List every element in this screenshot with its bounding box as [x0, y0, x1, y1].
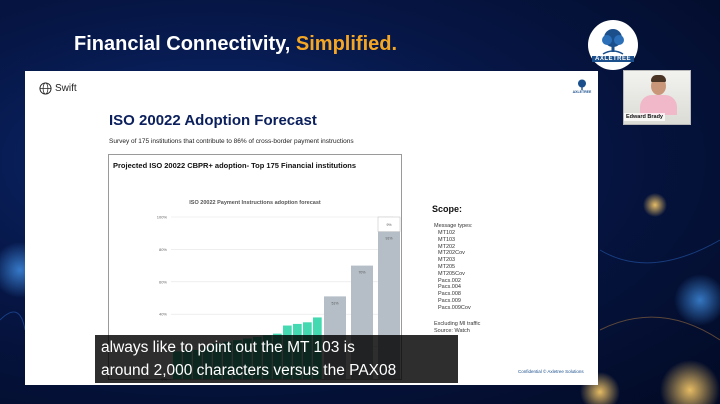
speaker-video: Edward Brady — [623, 70, 691, 125]
caption-line-1: always like to point out the MT 103 is — [101, 339, 355, 356]
bar-remaining-segment — [377, 216, 401, 232]
axletree-logo: AXLETREE — [588, 20, 638, 70]
page-title: Financial Connectivity, Simplified. — [74, 33, 397, 56]
title-accent: Simplified. — [295, 33, 398, 55]
message-type-item: Pacs.009Cov — [438, 304, 471, 311]
axletree-mini-logo: AXLETREE — [571, 79, 593, 97]
message-type-item: Pacs.004 — [438, 284, 461, 291]
globe-icon — [39, 82, 52, 95]
slide-subtitle: Survey of 175 institutions that contribu… — [109, 138, 354, 145]
scope-source: Source: Watch — [434, 328, 470, 334]
message-type-item: MT102 — [438, 230, 456, 236]
message-type-item: MT205 — [438, 263, 456, 270]
swift-brand: Swift — [55, 83, 77, 94]
y-tick-label: 100% — [157, 215, 168, 220]
message-type-item: MT203 — [438, 257, 456, 264]
message-type-item: MT103 — [438, 236, 456, 243]
title-main: Financial Connectivity, — [74, 33, 291, 55]
y-tick-label: 60% — [159, 279, 167, 284]
message-type-item: Pacs.008 — [438, 291, 461, 298]
y-tick-label: 40% — [159, 312, 167, 317]
chart-box-title: Projected ISO 20022 CBPR+ adoption- Top … — [113, 161, 357, 170]
scope-label: Message types: — [434, 223, 473, 229]
message-type-item: MT202 — [438, 243, 456, 250]
logo-text: AXLETREE — [591, 56, 634, 62]
message-type-item: MT205Cov — [438, 270, 465, 277]
tree-icon — [578, 79, 586, 90]
message-type-item: Pacs.002 — [438, 277, 461, 284]
bar-top-label: 9% — [386, 223, 391, 227]
chart-title: ISO 20022 Payment Instructions adoption … — [189, 200, 321, 206]
y-tick-label: 80% — [159, 247, 167, 252]
scope-excluding: Excluding MI traffic — [434, 321, 481, 327]
bar-data-label: 70% — [358, 271, 365, 275]
tree-icon — [602, 29, 624, 55]
speaker-hair — [651, 75, 666, 82]
bar-data-label: 51% — [331, 301, 338, 305]
mini-logo-text: AXLETREE — [572, 90, 592, 94]
speaker-name: Edward Brady — [624, 113, 665, 121]
subtitle-caption: always like to point out the MT 103 is a… — [95, 335, 458, 383]
scope-title: Scope: — [432, 204, 463, 214]
swift-logo: Swift — [39, 82, 77, 95]
message-type-item: Pacs.009 — [438, 297, 461, 304]
speaker-body — [640, 95, 677, 115]
message-type-item: MT202Cov — [438, 250, 465, 257]
confidential-footer: Confidential © Axletree Solutions — [518, 369, 584, 374]
slide-title: ISO 20022 Adoption Forecast — [109, 112, 317, 129]
bar-data-label: 91% — [385, 237, 392, 241]
message-type-list: MT102 MT103 MT202 MT202Cov MT203 MT205 MT205Co… — [438, 230, 471, 312]
caption-line-2: around 2,000 characters versus the PAX08 — [101, 362, 397, 379]
